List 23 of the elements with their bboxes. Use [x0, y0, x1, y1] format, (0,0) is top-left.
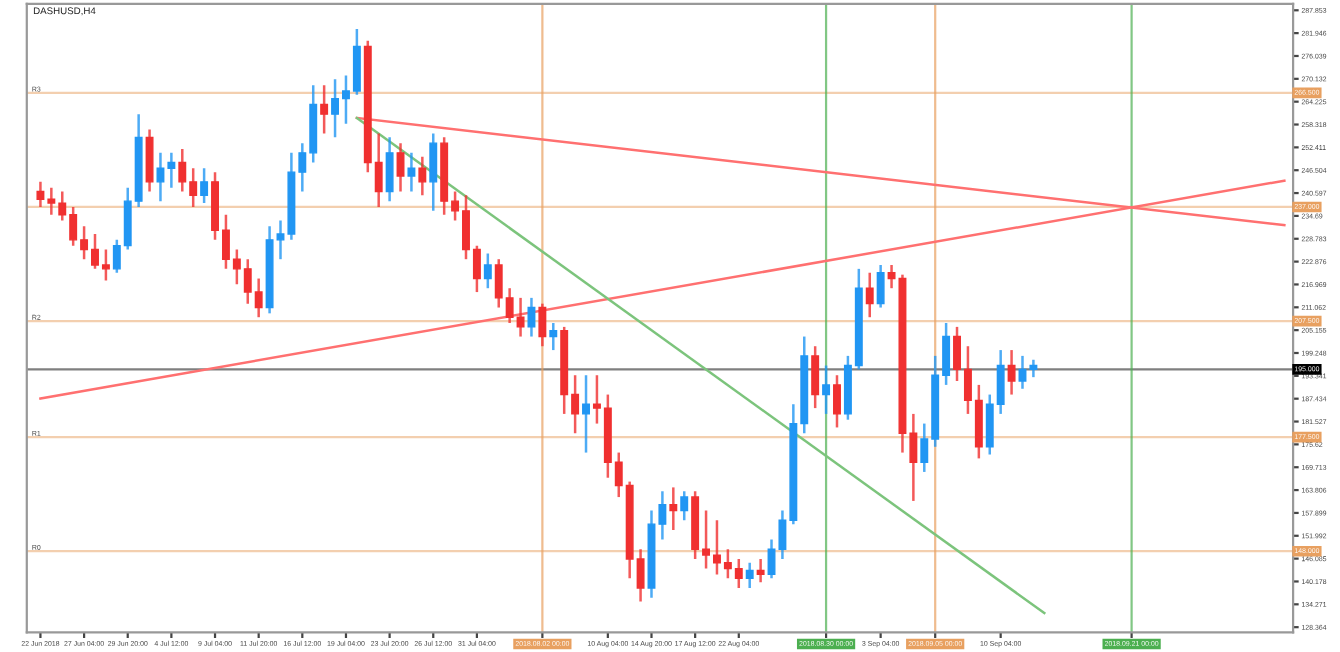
candlestick	[822, 364, 831, 416]
candlestick	[527, 296, 536, 338]
candlestick	[865, 271, 874, 319]
candlestick	[407, 151, 416, 193]
candlestick	[320, 83, 329, 135]
candlestick	[549, 321, 558, 352]
candlestick	[418, 155, 427, 197]
candlestick	[1007, 348, 1016, 396]
candlestick	[876, 263, 885, 309]
candlestick	[745, 561, 754, 590]
candlestick	[833, 373, 841, 429]
candlestick	[200, 167, 209, 205]
candlestick	[756, 557, 765, 584]
candlestick	[429, 132, 438, 213]
candlestick	[145, 128, 154, 193]
candlestick	[483, 252, 492, 290]
candlestick	[582, 373, 590, 454]
candlestick	[385, 136, 394, 203]
candlestick	[680, 490, 689, 522]
candlestick	[538, 302, 547, 348]
candlestick	[811, 344, 820, 410]
candlestick	[669, 486, 678, 532]
candlestick	[396, 141, 405, 193]
